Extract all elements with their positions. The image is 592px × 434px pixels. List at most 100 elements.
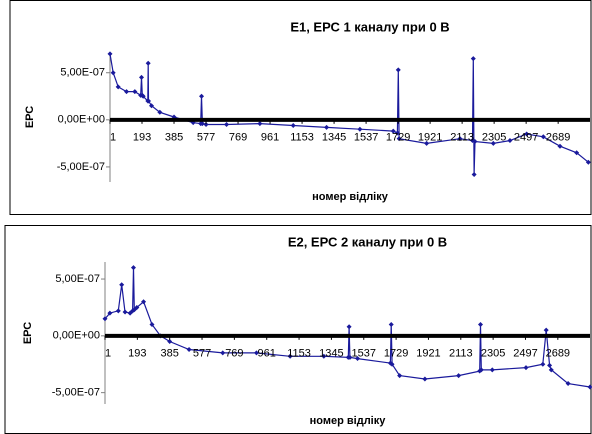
data-marker	[324, 124, 330, 130]
data-marker	[456, 373, 462, 379]
data-marker	[548, 367, 554, 373]
data-marker	[224, 122, 230, 128]
data-marker	[199, 93, 205, 99]
data-marker	[346, 324, 352, 330]
y-tick-label: 0,00E+00	[53, 330, 100, 342]
data-marker	[524, 131, 530, 137]
data-marker	[547, 362, 553, 368]
data-marker	[107, 310, 113, 316]
data-marker	[115, 308, 121, 314]
data-marker	[507, 138, 513, 144]
x-tick-label: 2113	[449, 348, 473, 360]
data-marker	[199, 121, 205, 127]
data-marker	[388, 321, 394, 327]
data-marker	[203, 122, 209, 128]
data-marker	[140, 93, 146, 99]
data-marker	[540, 134, 546, 140]
data-marker	[146, 98, 152, 104]
chart-title: E2, ЕРС 2 каналу при 0 В	[288, 234, 447, 249]
data-line	[104, 267, 591, 388]
data-marker	[489, 367, 495, 373]
x-tick-label: 1921	[418, 132, 442, 144]
x-axis-title: номер відліку	[310, 415, 387, 427]
data-marker	[141, 299, 147, 305]
x-axis-title: номер відліку	[312, 191, 389, 203]
data-marker	[115, 84, 121, 90]
x-tick-label: 2689	[546, 348, 570, 360]
data-marker	[574, 150, 580, 156]
x-tick-label: 1729	[386, 132, 410, 144]
data-marker	[424, 140, 430, 146]
x-tick-label: 2113	[450, 132, 474, 144]
data-marker	[471, 171, 477, 177]
chart-title: E1, ЕРС 1 каналу при 0 В	[290, 19, 449, 34]
x-tick-label: 1153	[287, 348, 311, 360]
data-marker	[565, 381, 571, 387]
data-marker	[167, 339, 173, 345]
y-tick-label: -5,00E-07	[52, 387, 100, 399]
x-tick-label: 769	[225, 348, 243, 360]
data-marker	[287, 353, 293, 359]
data-marker	[470, 56, 476, 62]
x-tick-label: 961	[258, 348, 276, 360]
y-axis-title: ЕРС	[24, 106, 36, 128]
data-marker	[540, 361, 546, 367]
x-tick-label: 1537	[354, 132, 378, 144]
data-marker	[557, 143, 563, 149]
data-marker	[587, 384, 592, 390]
x-tick-label: 769	[229, 132, 247, 144]
x-tick-label: 385	[165, 132, 183, 144]
x-tick-label: 2305	[482, 132, 506, 144]
y-tick-label: 0,00E+00	[58, 114, 105, 126]
data-marker	[357, 126, 363, 132]
data-marker	[390, 128, 396, 134]
x-tick-label: 385	[161, 348, 179, 360]
x-tick-label: 1921	[416, 348, 440, 360]
data-marker	[139, 74, 145, 80]
x-tick-label: 577	[197, 132, 215, 144]
data-marker	[257, 121, 263, 127]
x-tick-label: 1	[105, 348, 111, 360]
x-tick-label: 2497	[513, 348, 537, 360]
data-marker	[149, 321, 155, 327]
data-line	[109, 53, 589, 175]
data-marker	[395, 67, 401, 73]
y-tick-label: 5,00E-07	[60, 67, 105, 79]
data-marker	[145, 60, 151, 66]
data-marker	[157, 109, 163, 115]
chart-frame	[4, 225, 592, 434]
data-marker	[394, 130, 400, 136]
data-marker	[472, 138, 478, 144]
data-marker	[389, 361, 395, 367]
data-marker	[130, 265, 136, 271]
data-marker	[220, 350, 226, 356]
data-marker	[478, 321, 484, 327]
y-axis-title: ЕРС	[22, 322, 34, 344]
data-marker	[355, 356, 361, 362]
x-tick-label: 193	[133, 132, 151, 144]
data-marker	[134, 304, 140, 310]
x-tick-label: 1345	[319, 348, 343, 360]
x-tick-label: 193	[128, 348, 146, 360]
data-marker	[107, 51, 113, 57]
data-marker	[543, 327, 549, 333]
data-marker	[457, 136, 463, 142]
data-marker	[422, 376, 428, 382]
data-marker	[347, 354, 353, 360]
x-tick-label: 577	[193, 348, 211, 360]
x-tick-label: 2497	[514, 132, 538, 144]
data-marker	[478, 367, 484, 373]
x-tick-label: 2305	[481, 348, 505, 360]
data-marker	[149, 103, 155, 109]
data-marker	[186, 346, 192, 352]
data-marker	[523, 365, 529, 371]
x-tick-label: 1	[110, 132, 116, 144]
data-marker	[397, 373, 403, 379]
x-tick-label: 1153	[290, 132, 314, 144]
data-marker	[102, 316, 108, 322]
data-marker	[110, 70, 116, 76]
x-tick-label: 1729	[384, 348, 408, 360]
data-marker	[119, 282, 125, 288]
x-tick-label: 2689	[546, 132, 570, 144]
